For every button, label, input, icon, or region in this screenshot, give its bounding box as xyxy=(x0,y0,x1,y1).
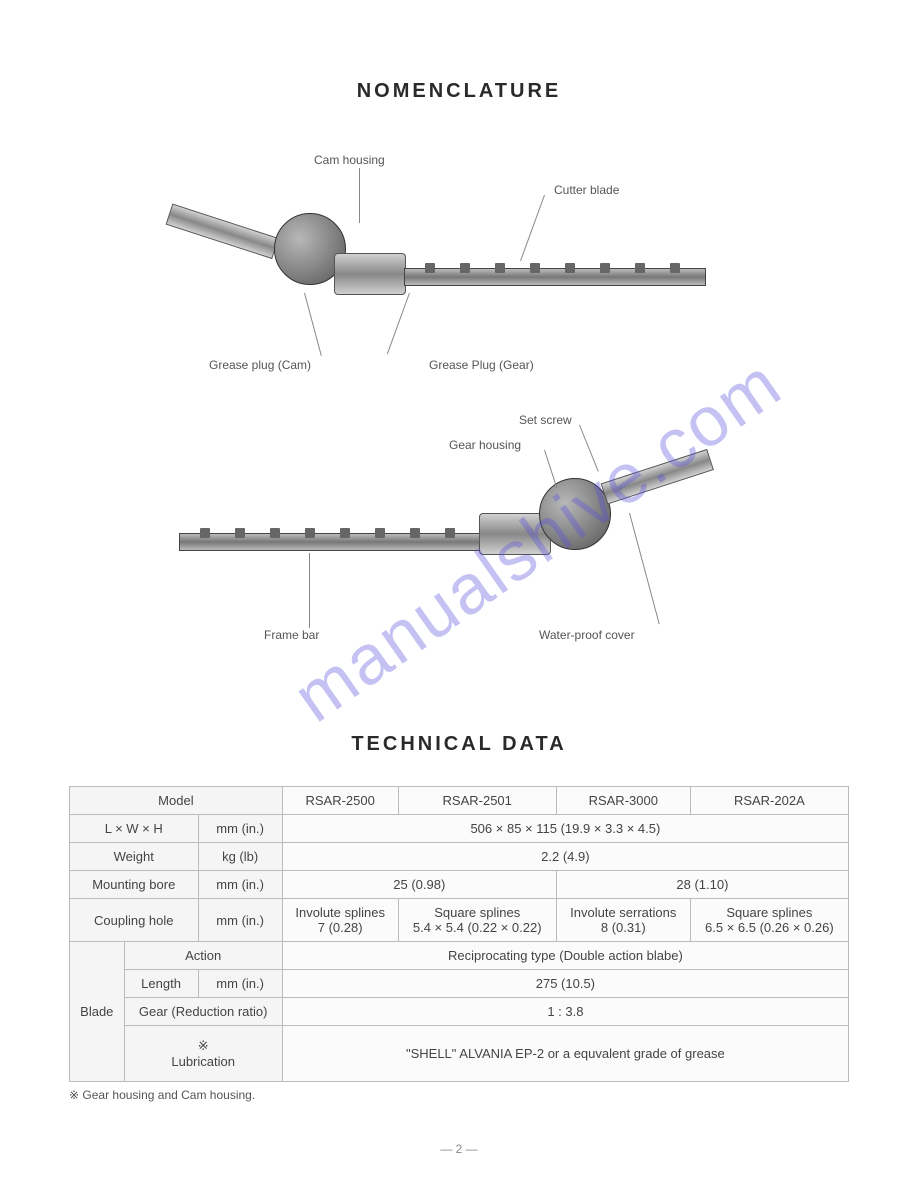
cell-bore-unit: mm (in.) xyxy=(198,871,282,899)
table-row: Mounting bore mm (in.) 25 (0.98) 28 (1.1… xyxy=(70,871,849,899)
label-frame-bar: Frame bar xyxy=(264,628,319,642)
cell-length-value: 275 (10.5) xyxy=(282,970,848,998)
table-row: ※ Lubrication "SHELL" ALVANIA EP-2 or a … xyxy=(70,1026,849,1082)
title-nomenclature: NOMENCLATURE xyxy=(0,80,918,103)
page-number: — 2 — xyxy=(0,1142,918,1176)
cell-gear-value: 1 : 3.8 xyxy=(282,998,848,1026)
table-row: Blade Action Reciprocating type (Double … xyxy=(70,942,849,970)
label-cutter-blade: Cutter blade xyxy=(554,183,619,197)
title-technical: TECHNICAL DATA xyxy=(0,733,918,756)
cell-model-label: Model xyxy=(70,787,283,815)
label-cam-housing: Cam housing xyxy=(314,153,385,167)
cell-model-3: RSAR-3000 xyxy=(556,787,690,815)
cell-lwh-value: 506 × 85 × 115 (19.9 × 3.3 × 4.5) xyxy=(282,815,848,843)
cell-bore-v1: 25 (0.98) xyxy=(282,871,556,899)
footnote: ※ Gear housing and Cam housing. xyxy=(69,1088,849,1102)
cell-lwh-unit: mm (in.) xyxy=(198,815,282,843)
cell-coupling-1: Involute splines7 (0.28) xyxy=(282,899,398,942)
table-row: Weight kg (lb) 2.2 (4.9) xyxy=(70,843,849,871)
table-row: L × W × H mm (in.) 506 × 85 × 115 (19.9 … xyxy=(70,815,849,843)
cell-bore-v2: 28 (1.10) xyxy=(556,871,848,899)
cell-coupling-label: Coupling hole xyxy=(70,899,199,942)
cell-action-value: Reciprocating type (Double action blabe) xyxy=(282,942,848,970)
cell-lube-value: "SHELL" ALVANIA EP-2 or a equvalent grad… xyxy=(282,1026,848,1082)
cell-coupling-3: Involute serrations8 (0.31) xyxy=(556,899,690,942)
table-row: Coupling hole mm (in.) Involute splines7… xyxy=(70,899,849,942)
nomenclature-diagram: Cam housing Cutter blade Grease plug (Ca… xyxy=(149,143,769,693)
cell-bore-label: Mounting bore xyxy=(70,871,199,899)
cell-model-4: RSAR-202A xyxy=(690,787,848,815)
diagram-bottom-view: Set screw Gear housing Frame bar Water-p… xyxy=(149,413,769,673)
cell-gear-label: Gear (Reduction ratio) xyxy=(124,998,282,1026)
cell-weight-unit: kg (lb) xyxy=(198,843,282,871)
cell-action-label: Action xyxy=(124,942,282,970)
cell-length-label: Length xyxy=(124,970,198,998)
label-grease-plug-cam: Grease plug (Cam) xyxy=(209,358,311,372)
table-row: Gear (Reduction ratio) 1 : 3.8 xyxy=(70,998,849,1026)
label-set-screw: Set screw xyxy=(519,413,572,427)
cell-coupling-4: Square splines6.5 × 6.5 (0.26 × 0.26) xyxy=(690,899,848,942)
cell-coupling-unit: mm (in.) xyxy=(198,899,282,942)
cell-blade-label: Blade xyxy=(70,942,125,1082)
cell-model-2: RSAR-2501 xyxy=(398,787,556,815)
diagram-top-view: Cam housing Cutter blade Grease plug (Ca… xyxy=(149,143,769,393)
label-grease-plug-gear: Grease Plug (Gear) xyxy=(429,358,534,372)
table-row: Model RSAR-2500 RSAR-2501 RSAR-3000 RSAR… xyxy=(70,787,849,815)
page: NOMENCLATURE Cam housing xyxy=(0,0,918,1191)
cell-length-unit: mm (in.) xyxy=(198,970,282,998)
technical-data-table: Model RSAR-2500 RSAR-2501 RSAR-3000 RSAR… xyxy=(69,786,849,1082)
label-water-proof-cover: Water-proof cover xyxy=(539,628,635,642)
table-row: Length mm (in.) 275 (10.5) xyxy=(70,970,849,998)
cell-lube-label: ※ Lubrication xyxy=(124,1026,282,1082)
label-gear-housing: Gear housing xyxy=(449,438,521,452)
cell-model-1: RSAR-2500 xyxy=(282,787,398,815)
cell-weight-value: 2.2 (4.9) xyxy=(282,843,848,871)
cell-lwh-label: L × W × H xyxy=(70,815,199,843)
cell-coupling-2: Square splines5.4 × 5.4 (0.22 × 0.22) xyxy=(398,899,556,942)
cell-weight-label: Weight xyxy=(70,843,199,871)
